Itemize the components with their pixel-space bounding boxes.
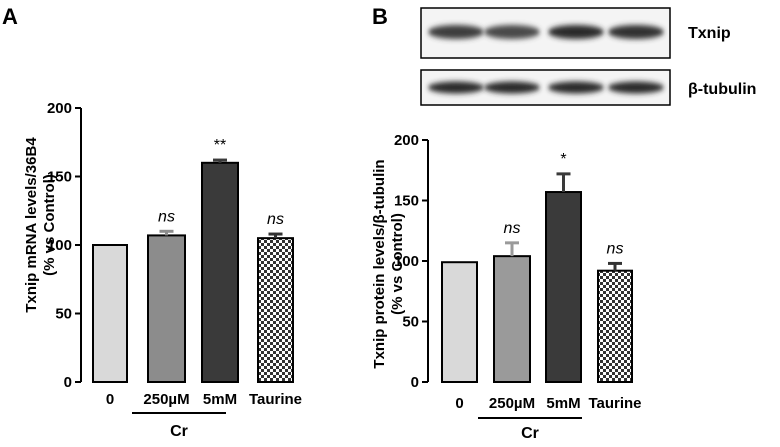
significance-label: ns: [158, 208, 175, 225]
group-label: Cr: [521, 425, 539, 442]
y-tick-label: 200: [47, 100, 72, 117]
blot-band: [428, 25, 484, 39]
y-tick-label: 150: [47, 169, 72, 186]
bar: [441, 261, 478, 383]
y-tick-label: 150: [394, 193, 419, 210]
y-tick-label: 100: [47, 237, 72, 254]
bar: [597, 269, 633, 383]
x-tick-label: 250µM: [489, 395, 535, 412]
blot-band: [608, 25, 664, 39]
x-tick-label: 5mM: [203, 391, 237, 408]
blot-band: [484, 25, 540, 39]
blot-band: [548, 81, 604, 94]
y-tick-label: 100: [394, 253, 419, 270]
blot-label: β-tubulin: [688, 81, 756, 98]
y-tick-label: 0: [411, 374, 419, 391]
significance-label: ns: [607, 240, 624, 257]
x-tick-label: Taurine: [249, 391, 302, 408]
bar: [545, 191, 582, 383]
y-tick-label: 0: [64, 374, 72, 391]
x-tick-label: 0: [106, 391, 114, 408]
significance-label: *: [560, 151, 566, 168]
blot-band: [428, 81, 484, 94]
significance-label: ns: [267, 211, 284, 228]
bar: [201, 161, 239, 383]
y-axis-label-line2: (% vs Control): [41, 174, 58, 276]
x-tick-label: 5mM: [546, 395, 580, 412]
bar: [147, 234, 186, 383]
y-tick-label: 50: [55, 306, 72, 323]
y-axis-label-line2: (% vs Control): [389, 213, 406, 315]
bar: [493, 255, 531, 383]
bar: [92, 244, 128, 383]
group-label: Cr: [170, 423, 188, 440]
blot-label: Txnip: [688, 25, 731, 42]
panel-letter-a: A: [2, 4, 18, 29]
x-tick-label: 0: [455, 395, 463, 412]
bar: [257, 237, 294, 383]
x-tick-label: 250µM: [143, 391, 189, 408]
blot-band: [484, 81, 540, 94]
y-axis-label-line1: Txnip protein levels/β-tubulin: [371, 159, 388, 368]
significance-label: ns: [504, 220, 521, 237]
western-blot: Txnip β-tubulin: [420, 7, 756, 106]
blot-band: [608, 81, 664, 94]
x-tick-label: Taurine: [588, 395, 641, 412]
y-tick-label: 200: [394, 132, 419, 149]
significance-label: **: [214, 137, 226, 154]
chart-panel-a: Txnip mRNA levels/36B4 (% vs Control) 0 5…: [23, 100, 302, 440]
blot-band: [548, 25, 604, 39]
y-axis-label-line1: Txnip mRNA levels/36B4: [23, 137, 40, 313]
y-tick-label: 50: [402, 314, 419, 331]
chart-panel-b: Txnip β-tubulin Txnip protein levels/β-tu…: [371, 7, 756, 442]
panel-letter-b: B: [372, 4, 388, 29]
